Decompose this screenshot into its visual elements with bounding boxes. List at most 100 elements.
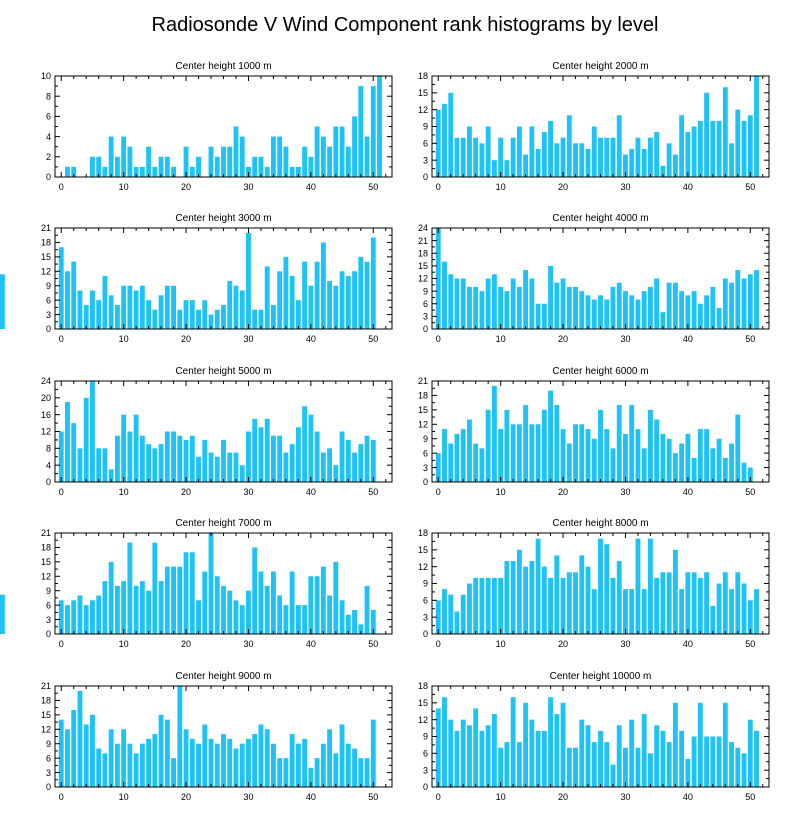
y-tick-label: 15 bbox=[418, 545, 428, 555]
histogram-bar bbox=[295, 605, 301, 634]
x-tick-label: 40 bbox=[306, 639, 316, 649]
y-tick-label: 15 bbox=[418, 698, 428, 708]
y-tick-label: 12 bbox=[41, 571, 51, 581]
histogram-bar bbox=[333, 285, 339, 329]
panel-title: Center height 5000 m bbox=[175, 366, 271, 377]
histogram-bar bbox=[722, 278, 728, 329]
histogram-bar bbox=[302, 146, 308, 177]
histogram-bar bbox=[641, 448, 647, 482]
histogram-bar bbox=[479, 577, 485, 634]
x-tick-label: 20 bbox=[181, 334, 191, 344]
histogram-bar bbox=[71, 710, 77, 787]
y-tick-label: 12 bbox=[41, 427, 51, 437]
histogram-bar bbox=[196, 309, 201, 329]
histogram-bar bbox=[127, 285, 133, 329]
x-tick-label: 10 bbox=[119, 182, 129, 192]
histogram-bar bbox=[239, 605, 245, 634]
y-tick-label: 18 bbox=[418, 248, 428, 258]
histogram-bar bbox=[114, 435, 120, 482]
histogram-bar bbox=[479, 448, 485, 482]
histogram-bar bbox=[277, 271, 283, 329]
histogram-bar bbox=[679, 291, 685, 330]
histogram-bar bbox=[164, 431, 170, 482]
histogram-bar bbox=[146, 738, 152, 787]
histogram-bar bbox=[641, 291, 647, 330]
histogram-bar bbox=[214, 743, 220, 787]
histogram-bar bbox=[289, 571, 295, 634]
x-tick-label: 40 bbox=[683, 182, 693, 192]
x-tick-label: 50 bbox=[745, 182, 755, 192]
histogram-bar bbox=[196, 156, 201, 177]
histogram-bar bbox=[504, 742, 510, 787]
histogram-bar bbox=[579, 143, 585, 177]
histogram-bar bbox=[183, 552, 189, 634]
histogram-bar bbox=[283, 758, 289, 787]
histogram-bar bbox=[246, 232, 251, 329]
histogram-bar bbox=[666, 742, 672, 787]
histogram-bar bbox=[716, 307, 722, 329]
histogram-bar bbox=[498, 747, 504, 787]
histogram-bar bbox=[679, 589, 685, 634]
panel-title: Center height 6000 m bbox=[552, 366, 648, 377]
histogram-bar bbox=[623, 589, 628, 634]
histogram-bar bbox=[747, 719, 753, 787]
histogram-bar bbox=[754, 76, 759, 177]
histogram-bar bbox=[704, 572, 710, 634]
y-tick-label: 18 bbox=[41, 238, 51, 248]
histogram-bar bbox=[691, 291, 697, 330]
y-tick-label: 12 bbox=[418, 105, 428, 115]
histogram-bar bbox=[716, 120, 722, 177]
histogram-bar bbox=[227, 452, 233, 482]
histogram-bar bbox=[295, 300, 301, 329]
histogram-bar bbox=[435, 228, 441, 329]
histogram-bar bbox=[177, 435, 183, 482]
histogram-bar bbox=[189, 166, 195, 177]
histogram-bar bbox=[358, 758, 364, 787]
histogram-bar bbox=[697, 702, 703, 787]
y-tick-label: 0 bbox=[423, 324, 428, 334]
histogram-bar bbox=[685, 132, 691, 177]
histogram-bar bbox=[65, 166, 70, 177]
histogram-bar bbox=[177, 566, 183, 634]
histogram-bar bbox=[345, 743, 351, 787]
y-tick-label: 0 bbox=[423, 172, 428, 182]
x-tick-label: 30 bbox=[243, 792, 253, 802]
histogram-panel: Center height 4000 m0 10 20 30 40 50036912151… bbox=[0, 213, 770, 344]
histogram-bar bbox=[435, 600, 441, 634]
histogram-bar bbox=[679, 443, 685, 482]
x-tick-label: 30 bbox=[620, 182, 630, 192]
histogram-bar bbox=[448, 443, 454, 482]
histogram-bar bbox=[629, 719, 635, 787]
x-tick-label: 20 bbox=[181, 792, 191, 802]
histogram-bar bbox=[647, 753, 653, 787]
histogram-bar bbox=[747, 274, 753, 329]
y-tick-label: 8 bbox=[46, 91, 51, 101]
histogram-bar bbox=[352, 609, 357, 634]
histogram-bar bbox=[510, 697, 516, 787]
histogram-bar bbox=[448, 594, 454, 634]
histogram-bar bbox=[208, 533, 214, 634]
histogram-bar bbox=[504, 409, 510, 482]
histogram-bar bbox=[283, 256, 289, 329]
histogram-bar bbox=[741, 120, 747, 177]
histogram-bar bbox=[735, 747, 741, 787]
histogram-bar bbox=[491, 160, 497, 177]
histogram-bar bbox=[264, 585, 270, 634]
histogram-bar bbox=[327, 595, 333, 634]
histogram-bar bbox=[227, 146, 233, 177]
histogram-bar bbox=[65, 402, 70, 482]
histogram-bar bbox=[96, 595, 102, 634]
histogram-bar bbox=[139, 166, 145, 177]
histogram-bar bbox=[729, 443, 734, 482]
histogram-bar bbox=[277, 435, 283, 482]
histogram-bar bbox=[467, 583, 472, 634]
panel-title: Center height 2000 m bbox=[552, 61, 648, 72]
histogram-bar bbox=[541, 132, 547, 177]
x-tick-label: 20 bbox=[181, 487, 191, 497]
histogram-bar bbox=[358, 86, 364, 177]
histogram-bar bbox=[660, 165, 666, 177]
histogram-bar bbox=[208, 738, 214, 787]
y-tick-label: 0 bbox=[46, 324, 51, 334]
histogram-bar bbox=[754, 589, 759, 634]
y-tick-label: 6 bbox=[46, 112, 51, 122]
